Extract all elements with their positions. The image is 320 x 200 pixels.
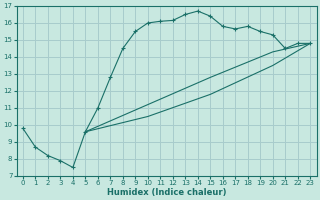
X-axis label: Humidex (Indice chaleur): Humidex (Indice chaleur) — [107, 188, 226, 197]
